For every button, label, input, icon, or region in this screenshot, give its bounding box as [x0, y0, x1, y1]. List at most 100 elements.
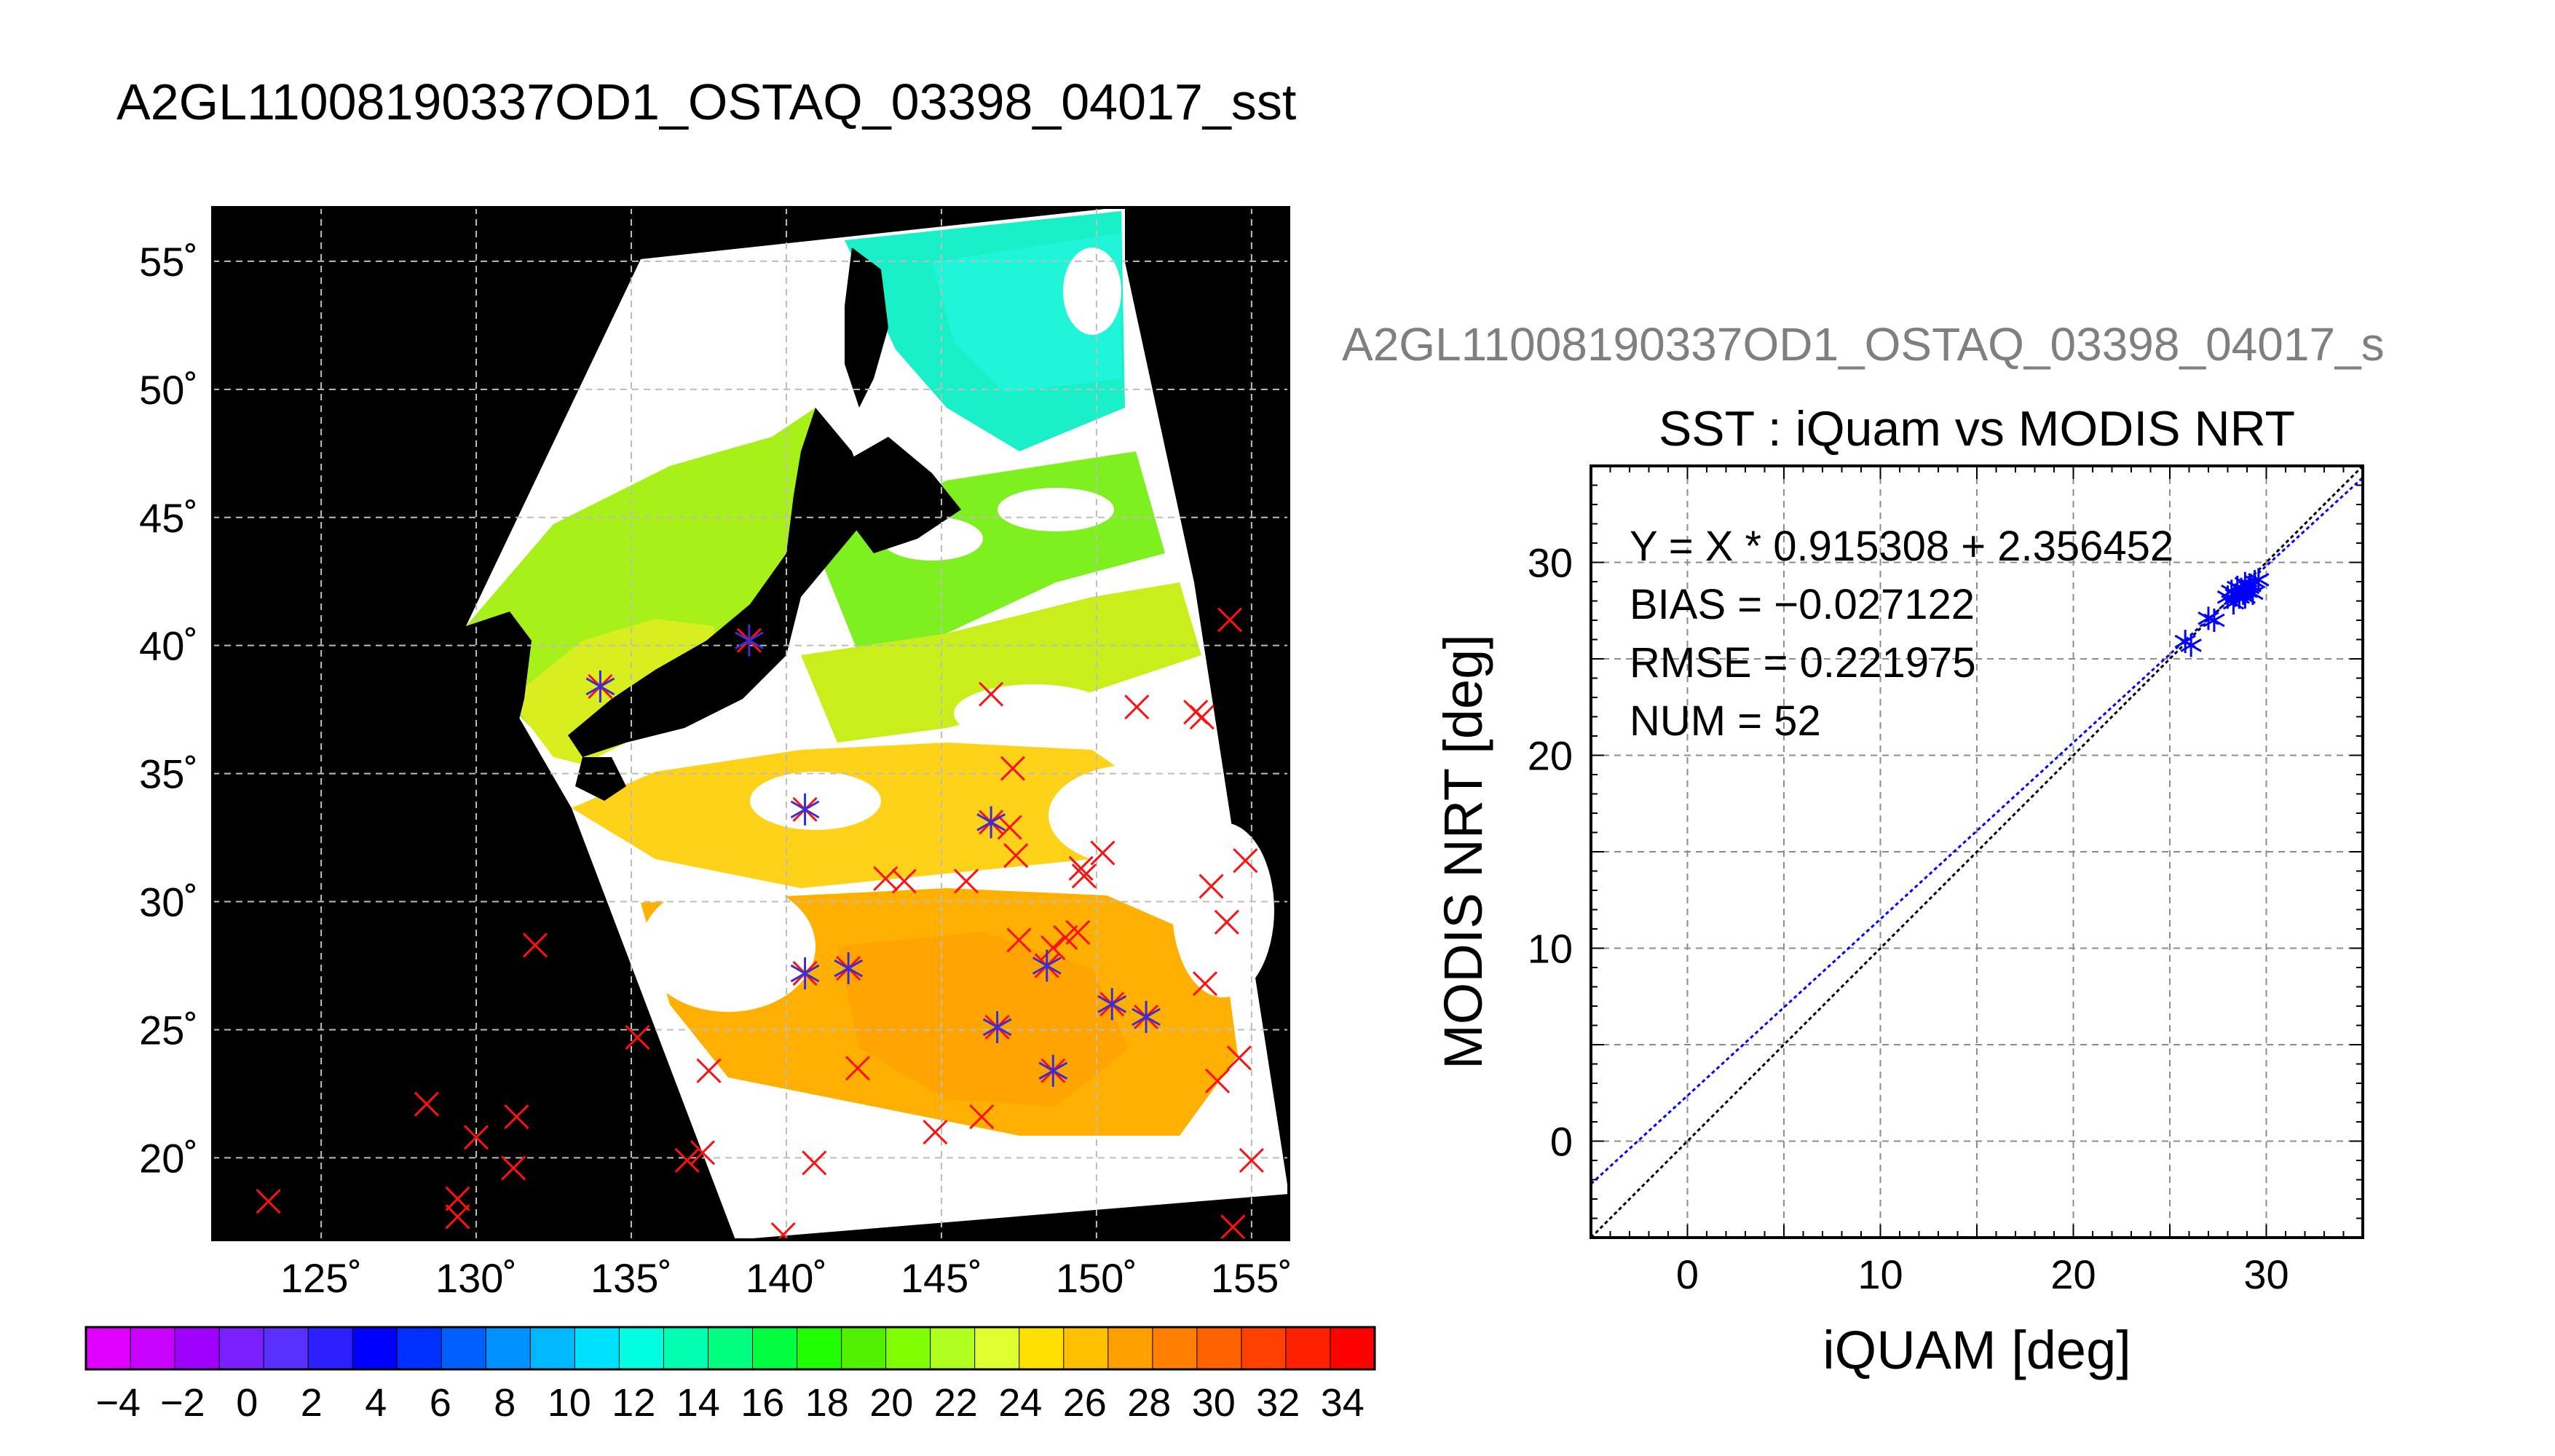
lat-tick-label: 50˚	[139, 367, 198, 413]
unmatched-marker	[953, 869, 979, 894]
stats-rmse: RMSE = 0.221975	[1630, 639, 1976, 687]
colorbar-cell	[1019, 1326, 1065, 1370]
identity-line	[1591, 466, 2363, 1238]
x-tick-label: 0	[1676, 1251, 1699, 1297]
land-hokkaido	[837, 437, 961, 553]
colorbar-label: 28	[1127, 1381, 1171, 1425]
unmatched-marker	[1003, 843, 1029, 869]
scatter-point	[2203, 609, 2225, 632]
colorbar-cell	[663, 1326, 709, 1370]
sst-sea-of-japan-south	[510, 619, 728, 764]
unmatched-marker	[1198, 874, 1224, 899]
lat-tick-label: 55˚	[139, 239, 198, 285]
stats-num: NUM = 52	[1630, 697, 1821, 745]
unmatched-marker	[1189, 705, 1215, 730]
colorbar-label: 0	[236, 1381, 258, 1425]
unmatched-marker	[1124, 695, 1150, 720]
unmatched-marker	[504, 1104, 529, 1130]
lon-tick-label: 145˚	[901, 1255, 982, 1301]
colorbar-label: 2	[301, 1381, 323, 1425]
y-tick-label: 0	[1550, 1119, 1573, 1165]
colorbar-label: 14	[676, 1381, 720, 1425]
unmatched-marker	[1071, 863, 1097, 889]
unmatched-marker	[891, 869, 917, 894]
unmatched-marker	[256, 1189, 281, 1214]
colorbar-cell	[707, 1326, 754, 1370]
colorbar-label: 20	[869, 1381, 913, 1425]
colorbar-cell	[1285, 1326, 1331, 1370]
lon-tick-label: 130˚	[435, 1255, 517, 1301]
land-honshu	[568, 408, 874, 757]
colorbar-label: 8	[494, 1381, 516, 1425]
unmatched-marker	[1040, 935, 1066, 960]
colorbar-frame	[84, 1326, 1376, 1371]
colorbar-cells	[85, 1326, 1376, 1370]
map-frame	[211, 206, 1290, 1241]
scatter-point	[2180, 633, 2202, 657]
colorbar-label: 12	[612, 1381, 655, 1425]
colorbar-label: −4	[95, 1381, 141, 1425]
cloud-3	[954, 684, 1114, 743]
scatter-plot: 0 10 20 30 0 10 20 30 Y = X * 0.915308 + 2.3564…	[1433, 464, 2364, 1380]
unmatched-marker	[1053, 925, 1078, 950]
unmatched-marker	[1006, 927, 1032, 953]
colorbar: −4 −2 0 2 4 6 8 10 12 14 16 18 20 22 24 26 28 30 32 34	[84, 1326, 1376, 1425]
colorbar-cell	[218, 1326, 265, 1370]
cloud-8	[1063, 248, 1121, 335]
unmatched-marker	[501, 1155, 526, 1181]
scatter-ylabel: MODIS NRT [deg]	[1433, 634, 1493, 1069]
colorbar-cell	[529, 1326, 576, 1370]
y-tick-label: 30	[1528, 540, 1573, 586]
unmatched-marker	[802, 1150, 827, 1176]
unmatched-marker	[625, 1024, 650, 1051]
plot-frame	[1590, 464, 2364, 1239]
colorbar-labels: −4 −2 0 2 4 6 8 10 12 14 16 18 20 22 24 26 28 30 32 34	[95, 1381, 1364, 1425]
stats-bias: BIAS = −0.027122	[1630, 581, 1975, 628]
cloud-7	[998, 488, 1114, 531]
colorbar-cell	[396, 1326, 443, 1370]
colorbar-cell	[841, 1326, 887, 1370]
colorbar-cell	[797, 1326, 842, 1370]
y-tick-label: 10	[1528, 926, 1573, 972]
lon-tick-label: 140˚	[746, 1255, 827, 1301]
unmatched-marker	[1068, 855, 1094, 881]
matched-marker	[976, 806, 1006, 839]
unmatched-marker	[1192, 971, 1218, 997]
matched-marker	[790, 957, 820, 990]
colorbar-cell	[574, 1326, 620, 1370]
x-tick-label: 10	[1857, 1251, 1903, 1297]
lat-tick-label: 30˚	[139, 879, 198, 925]
cloud-5	[1172, 823, 1274, 997]
colorbar-label: 4	[365, 1381, 387, 1425]
scatter-title: SST : iQuam vs MODIS NRT	[1659, 401, 2295, 456]
cloud-4	[641, 881, 816, 1012]
scatter-xlabel: iQUAM [deg]	[1823, 1320, 2131, 1380]
unmatched-marker	[845, 1056, 871, 1081]
unmatched-marker	[770, 1222, 796, 1240]
y-tick-label: 20	[1528, 733, 1573, 779]
land-kyushu	[575, 757, 626, 801]
unmatched-marker	[997, 815, 1022, 840]
lat-tick-label: 45˚	[139, 495, 198, 541]
map-axis-ticks: 125˚ 130˚ 135˚ 140˚ 145˚ 150˚ 155˚ 55˚ 50˚ 45˚ 40˚…	[139, 239, 1292, 1301]
lat-tick-label: 40˚	[139, 623, 198, 669]
matched-marker	[1097, 988, 1127, 1021]
land-sakhalin	[845, 248, 888, 408]
unmatched-marker	[522, 933, 548, 958]
colorbar-cell	[930, 1326, 976, 1370]
matched-marker	[1038, 1054, 1068, 1087]
unmatched-marker	[463, 1125, 489, 1150]
unmatched-marker	[1214, 909, 1239, 935]
unmatched-marker	[690, 1140, 716, 1166]
x-tick-label: 30	[2243, 1251, 2289, 1297]
colorbar-cell	[974, 1326, 1020, 1370]
unmatched-marker	[674, 1147, 700, 1173]
unmatched-marker	[969, 1104, 995, 1130]
colorbar-cell	[174, 1326, 221, 1370]
lon-tick-label: 155˚	[1211, 1255, 1292, 1301]
unmatched-marker	[445, 1186, 470, 1211]
cloud-2	[1049, 764, 1223, 866]
colorbar-cell	[1063, 1326, 1109, 1370]
unmatched-marker	[1000, 756, 1025, 781]
lon-tick-label: 125˚	[280, 1255, 362, 1301]
